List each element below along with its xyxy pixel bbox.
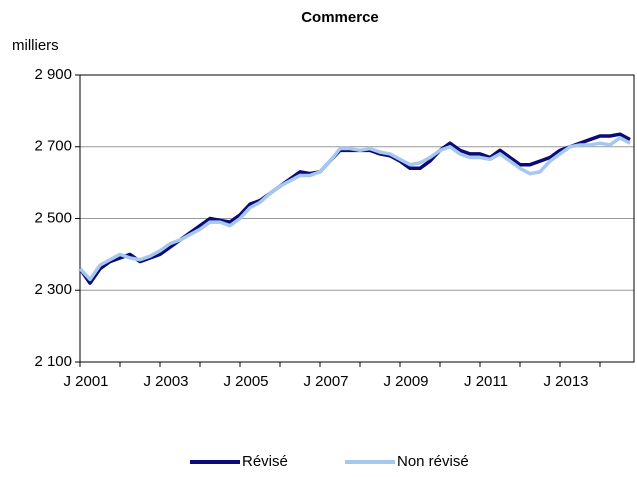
series-line: [78, 136, 631, 282]
x-tick-label: J 2009: [383, 373, 428, 390]
series-line: [78, 132, 631, 285]
y-tick-label: 2 900: [34, 66, 72, 83]
x-tick-label: J 2001: [63, 373, 108, 390]
x-tick-label: J 2005: [223, 373, 268, 390]
plot-frame: [79, 74, 635, 363]
x-tick-label: J 2007: [303, 373, 348, 390]
x-tick-label: J 2013: [543, 373, 588, 390]
y-tick-label: 2 500: [34, 209, 72, 226]
y-tick-label: 2 300: [34, 281, 72, 298]
legend-label: Révisé: [242, 453, 288, 470]
x-tick-label: J 2003: [143, 373, 188, 390]
y-axis-label: milliers: [12, 37, 59, 54]
y-tick-label: 2 100: [34, 353, 72, 370]
chart-title: Commerce: [301, 9, 379, 26]
legend-label: Non révisé: [397, 453, 469, 470]
y-tick-label: 2 700: [34, 138, 72, 155]
x-tick-label: J 2011: [464, 373, 508, 390]
